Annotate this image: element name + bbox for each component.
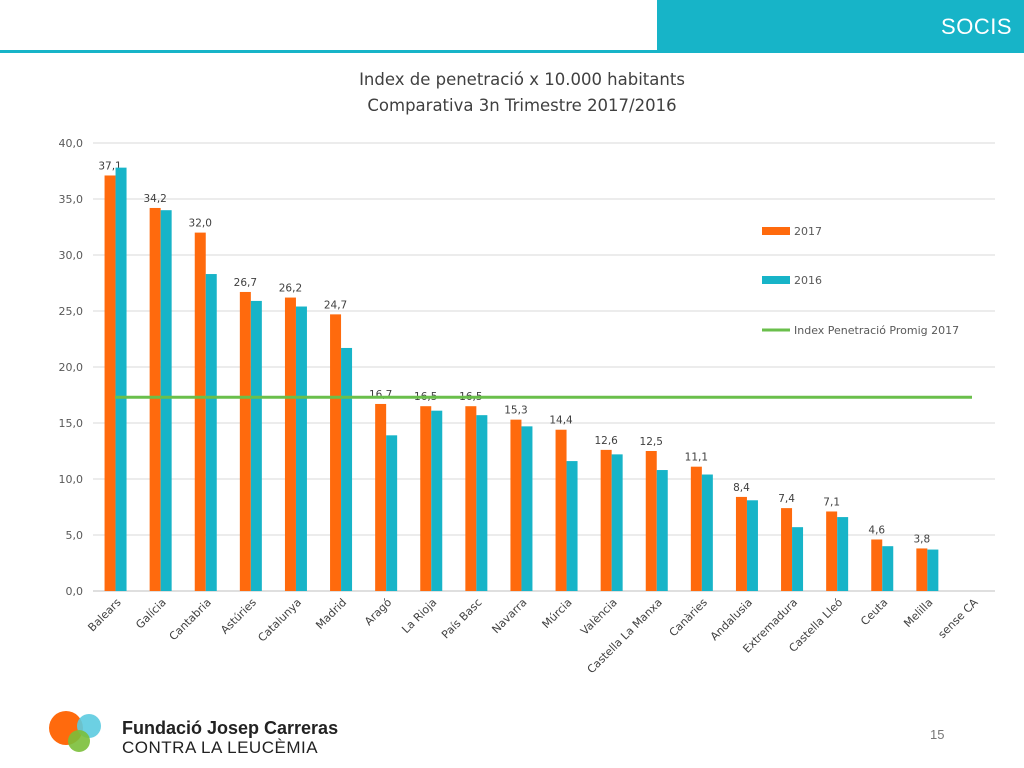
bar-2017: [104, 175, 116, 592]
x-tick-label: Balears: [85, 596, 123, 634]
data-label: 32,0: [189, 218, 212, 230]
bar-2016: [927, 549, 939, 591]
bar-2016: [746, 500, 758, 591]
bar-2017: [555, 429, 567, 591]
x-tick-label: Ceuta: [858, 596, 890, 628]
bar-2017: [781, 508, 793, 591]
bar-2016: [882, 546, 894, 591]
data-label: 11,1: [685, 452, 708, 464]
bar-2016: [341, 347, 353, 591]
y-tick-label: 40,0: [59, 137, 84, 150]
x-tick-label: Catalunya: [255, 596, 304, 645]
bar-2017: [284, 297, 296, 591]
data-label: 12,6: [594, 435, 618, 447]
bar-2017: [375, 403, 387, 591]
bar-2017: [510, 419, 522, 591]
section-label: SOCIS: [941, 14, 1012, 39]
x-tick-label: sense CA: [936, 596, 981, 641]
data-label: 4,6: [868, 524, 885, 536]
bar-2017: [149, 207, 161, 591]
data-label: 12,5: [640, 436, 663, 448]
x-tick-label: Galícia: [133, 596, 169, 632]
x-tick-label: Astúries: [218, 596, 259, 637]
bar-2016: [521, 426, 533, 591]
legend-label-2016: 2016: [794, 274, 822, 287]
data-label: 8,4: [733, 482, 750, 494]
bar-chart: 0,05,010,015,020,025,030,035,040,037,1Ba…: [59, 137, 995, 676]
bar-2017: [735, 496, 747, 591]
org-name: Fundació Josep Carreras: [122, 718, 339, 738]
bar-2017: [826, 511, 838, 591]
data-label: 26,7: [234, 277, 257, 289]
y-tick-label: 35,0: [59, 193, 84, 206]
x-tick-label: País Basc: [439, 596, 484, 641]
bar-2016: [431, 410, 443, 591]
y-tick-label: 25,0: [59, 305, 84, 318]
y-tick-label: 30,0: [59, 249, 84, 262]
x-tick-label: Canàries: [667, 596, 710, 639]
bar-2016: [386, 435, 398, 591]
x-tick-label: Navarra: [489, 596, 529, 636]
data-label: 7,1: [823, 496, 840, 508]
bar-2017: [239, 291, 251, 591]
bar-2017: [600, 449, 612, 591]
legend-swatch-2016: [762, 276, 790, 284]
bar-2017: [330, 314, 342, 591]
bar-2016: [160, 210, 172, 591]
x-tick-label: La Rioja: [399, 596, 439, 636]
data-label: 24,7: [324, 299, 347, 311]
y-tick-label: 10,0: [59, 473, 84, 486]
x-tick-label: Múrcia: [540, 596, 575, 631]
bar-2016: [115, 167, 127, 591]
bar-2016: [792, 527, 804, 591]
bar-2017: [194, 232, 206, 591]
y-tick-label: 5,0: [66, 529, 84, 542]
bar-2016: [701, 474, 713, 591]
data-label: 14,4: [549, 415, 573, 427]
y-tick-label: 15,0: [59, 417, 84, 430]
data-label: 15,3: [504, 405, 527, 417]
data-label: 3,8: [913, 533, 930, 545]
bar-2016: [837, 517, 849, 591]
chart-title: Index de penetració x 10.000 habitants: [359, 70, 685, 89]
x-tick-label: Andalusia: [708, 596, 755, 643]
bar-2016: [476, 415, 488, 591]
x-tick-label: Castella La Manxa: [585, 596, 665, 676]
bar-2016: [250, 300, 262, 591]
x-tick-label: Melilla: [901, 596, 935, 630]
data-label: 16,7: [369, 389, 392, 401]
bar-2016: [295, 306, 307, 591]
data-label: 7,4: [778, 493, 795, 505]
bar-2017: [420, 406, 432, 591]
bar-2017: [645, 451, 657, 591]
bar-2017: [690, 466, 702, 591]
foundation-logo-icon: [49, 711, 101, 752]
page-number: 15: [930, 727, 945, 742]
y-tick-label: 0,0: [66, 585, 84, 598]
legend-label-average: Index Penetració Promig 2017: [794, 324, 959, 337]
x-tick-label: València: [578, 596, 620, 638]
bar-2017: [465, 406, 477, 591]
bar-2017: [871, 539, 883, 591]
legend-label-2017: 2017: [794, 225, 822, 238]
data-label: 34,2: [143, 193, 166, 205]
x-tick-label: Aragó: [362, 596, 394, 628]
section-banner: SOCIS: [657, 0, 1024, 53]
bar-2016: [611, 454, 623, 591]
header-divider: [0, 50, 660, 53]
x-tick-label: Madrid: [313, 596, 349, 632]
legend-swatch-2017: [762, 227, 790, 235]
x-tick-label: Cantabria: [167, 596, 214, 643]
bar-2016: [566, 461, 578, 591]
org-tagline: CONTRA LA LEUCÈMIA: [122, 738, 319, 757]
bar-2016: [205, 274, 217, 591]
chart-subtitle: Comparativa 3n Trimestre 2017/2016: [367, 96, 677, 115]
y-tick-label: 20,0: [59, 361, 84, 374]
bar-2016: [656, 470, 668, 591]
bar-2017: [916, 548, 928, 591]
data-label: 26,2: [279, 283, 302, 295]
